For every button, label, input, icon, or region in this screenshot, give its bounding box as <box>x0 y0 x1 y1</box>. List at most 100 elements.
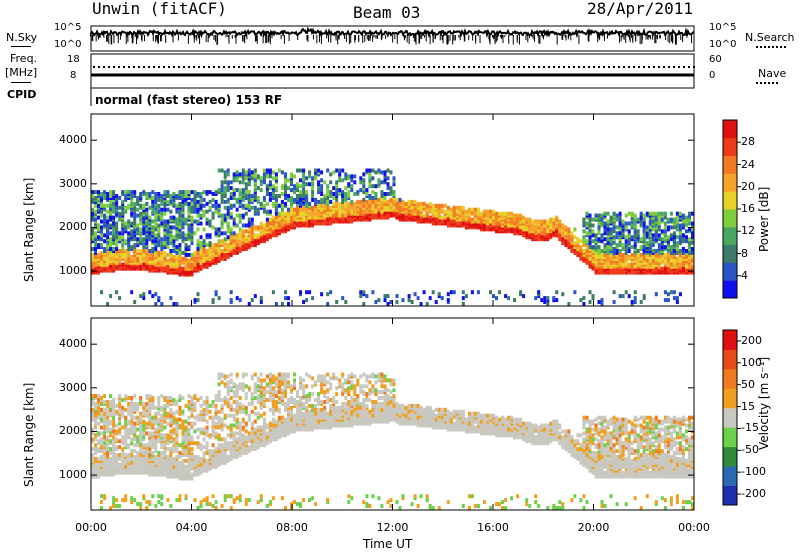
heatmap-cell <box>244 223 248 228</box>
heatmap-cell <box>235 188 239 193</box>
heatmap-cell <box>241 168 245 173</box>
heatmap-cell <box>178 196 182 200</box>
heatmap-cell <box>259 300 263 304</box>
heatmap-cell <box>645 241 649 246</box>
heatmap-cell <box>350 184 354 189</box>
heatmap-cell <box>112 439 116 444</box>
heatmap-cell <box>431 290 435 295</box>
heatmap-cell <box>163 219 167 224</box>
heatmap-cell <box>241 223 245 228</box>
heatmap-cell <box>190 205 194 210</box>
nave-dot <box>338 66 340 68</box>
nave-dot <box>333 66 335 68</box>
heatmap-cell <box>151 415 155 420</box>
heatmap-cell <box>594 233 598 238</box>
heatmap-cell <box>229 298 233 303</box>
heatmap-cell <box>151 225 155 230</box>
heatmap-cell <box>678 223 682 228</box>
heatmap-cell <box>413 199 417 204</box>
heatmap-cell <box>187 427 191 432</box>
nave-dot <box>588 66 590 68</box>
heatmap-cell <box>202 190 206 195</box>
heatmap-cell <box>172 427 176 432</box>
heatmap-cell <box>196 203 200 208</box>
heatmap-cell <box>175 254 179 259</box>
heatmap-cell <box>151 445 155 450</box>
heatmap-cell <box>130 254 134 259</box>
heatmap-cell <box>314 168 318 173</box>
nave-dot <box>273 66 275 68</box>
heatmap-cell <box>166 498 170 503</box>
heatmap-cell <box>160 201 164 206</box>
heatmap-cell <box>663 211 667 216</box>
freq-legend-line <box>11 82 31 83</box>
heatmap-cell <box>299 213 302 218</box>
heatmap-cell <box>136 419 140 424</box>
heatmap-cell <box>91 447 94 452</box>
heatmap-cell <box>193 201 197 206</box>
nave-dot <box>463 66 465 68</box>
heatmap-cell <box>262 196 266 200</box>
heatmap-cell <box>139 227 143 232</box>
heatmap-cell <box>184 458 188 463</box>
heatmap-cell <box>317 203 321 208</box>
heatmap-cell <box>160 241 164 246</box>
heatmap-cell <box>395 197 399 202</box>
heatmap-cell <box>277 211 281 216</box>
heatmap-cell <box>145 207 149 212</box>
heatmap-cell <box>157 192 161 196</box>
heatmap-cell <box>588 235 592 240</box>
heatmap-cell <box>489 290 492 295</box>
heatmap-cell <box>440 296 444 301</box>
heatmap-cell <box>657 211 661 216</box>
heatmap-cell <box>621 233 625 238</box>
heatmap-cell <box>265 174 269 179</box>
heatmap-cell <box>103 247 107 251</box>
heatmap-cell <box>172 215 176 220</box>
heatmap-cell <box>112 190 116 195</box>
heatmap-cell <box>353 180 357 185</box>
heatmap-cell <box>163 211 167 216</box>
heatmap-cell <box>422 213 426 218</box>
heatmap-cell <box>163 241 167 246</box>
heatmap-cell <box>199 500 203 505</box>
heatmap-cell <box>196 292 200 297</box>
heatmap-cell <box>154 302 158 306</box>
heatmap-cell <box>178 266 182 271</box>
heatmap-cell <box>133 211 137 216</box>
heatmap-cell <box>461 302 465 306</box>
heatmap-cell <box>202 451 206 455</box>
heatmap-cell <box>280 302 284 306</box>
heatmap-cell <box>169 451 173 455</box>
heatmap-cell <box>181 235 185 240</box>
heatmap-cell <box>184 419 188 424</box>
nave-dot <box>553 66 555 68</box>
heatmap-cell <box>244 211 248 216</box>
heatmap-cell <box>91 394 94 399</box>
heatmap-cell <box>109 439 113 444</box>
heatmap-cell <box>612 300 616 304</box>
heatmap-cell <box>244 182 248 187</box>
nave-dot <box>648 66 650 68</box>
heatmap-cell <box>522 215 526 220</box>
heatmap-cell <box>675 296 679 301</box>
heatmap-cell <box>127 427 131 432</box>
heatmap-cell <box>121 247 125 251</box>
heatmap-cell <box>606 227 610 232</box>
heatmap-cell <box>169 225 173 230</box>
heatmap-cell <box>383 298 387 303</box>
heatmap-cell <box>109 466 113 471</box>
heatmap-cell <box>121 425 125 430</box>
heatmap-cell <box>181 462 185 467</box>
heatmap-cell <box>208 199 212 204</box>
heatmap-cell <box>124 415 128 420</box>
heatmap-cell <box>172 401 176 406</box>
heatmap-cell <box>449 290 453 295</box>
heatmap-cell <box>612 290 616 295</box>
heatmap-cell <box>106 235 110 240</box>
heatmap-cell <box>223 190 227 195</box>
heatmap-cell <box>685 219 688 224</box>
heatmap-cell <box>94 447 97 452</box>
heatmap-cell <box>148 453 152 457</box>
heatmap-cell <box>546 296 550 301</box>
